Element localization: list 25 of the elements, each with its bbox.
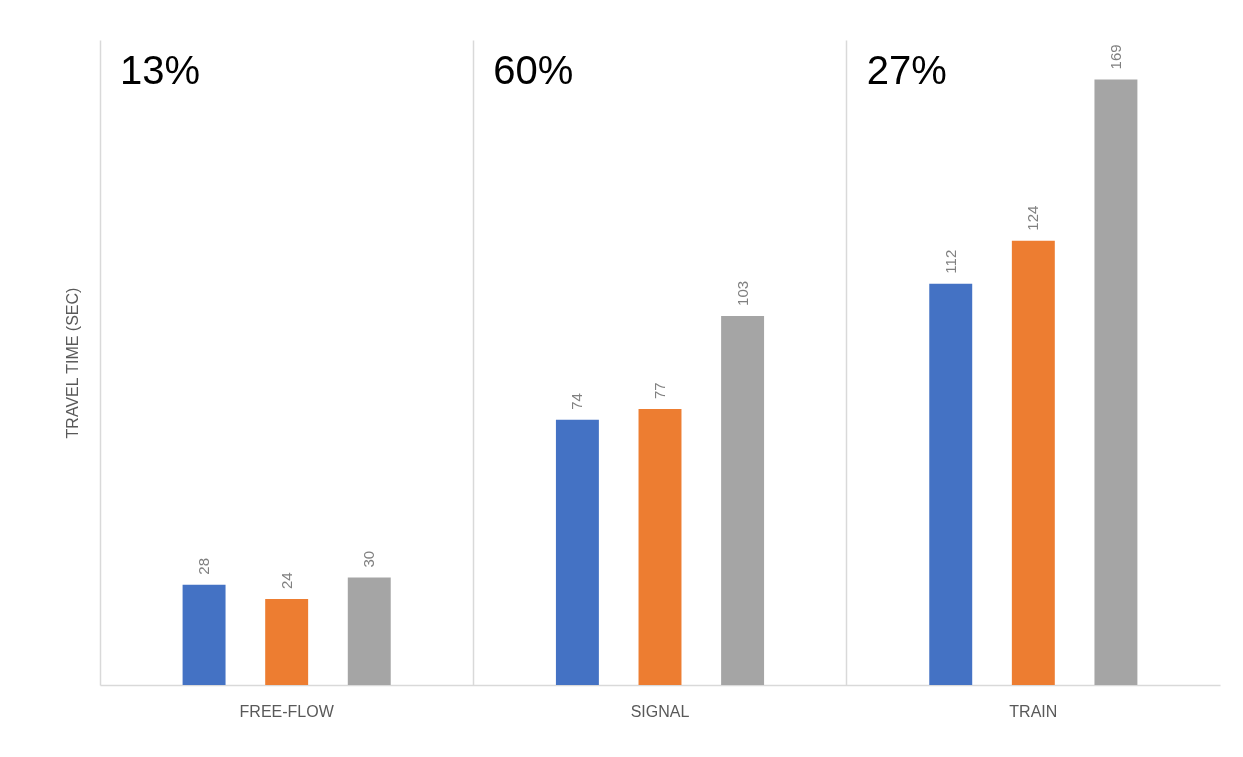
bar	[265, 599, 309, 685]
data-label: 28	[195, 557, 213, 575]
bar	[1094, 79, 1138, 685]
x-tick-label: FREE-FLOW	[239, 702, 335, 720]
bar	[721, 315, 765, 685]
data-label: 112	[941, 249, 959, 274]
data-label: 124	[1024, 205, 1042, 231]
y-axis-title: TRAVEL TIME (SEC)	[63, 287, 81, 439]
bar	[638, 409, 682, 685]
bar	[182, 584, 226, 685]
bar	[929, 283, 973, 685]
data-label: 74	[568, 393, 586, 410]
x-tick-label: SIGNAL	[630, 702, 690, 720]
data-label: 24	[277, 572, 295, 589]
x-tick-label: TRAIN	[1009, 702, 1058, 720]
annotation: 27%	[866, 48, 947, 92]
annotation: 60%	[493, 48, 574, 92]
bar	[555, 419, 599, 685]
annotation: 13%	[120, 48, 201, 92]
bar	[1011, 240, 1055, 685]
bar	[347, 577, 391, 685]
data-label: 169	[1106, 44, 1124, 70]
data-label: 30	[360, 550, 378, 568]
data-label: 103	[733, 280, 751, 306]
data-label: 77	[651, 382, 668, 400]
